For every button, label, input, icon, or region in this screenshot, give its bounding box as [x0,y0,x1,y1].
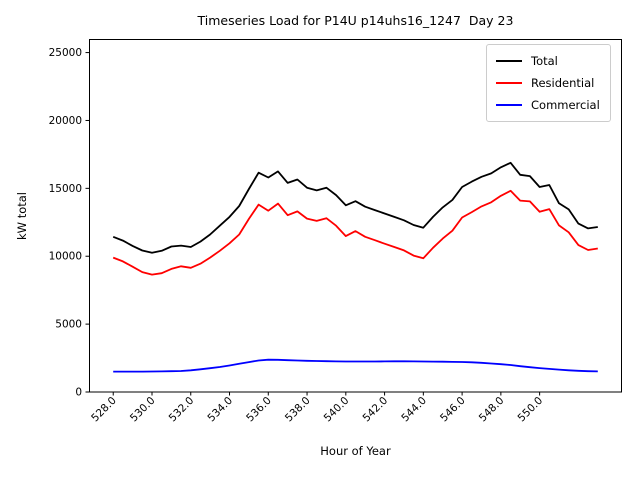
x-tick-label: 542.0 [360,395,390,425]
residential-line [112,189,598,276]
x-axis-label: Hour of Year [320,444,391,458]
y-tick-label: 25000 [49,47,82,59]
legend-label-residential: Residential [531,76,595,90]
y-tick-label: 20000 [49,115,82,127]
residential-line-swatch [496,82,522,84]
x-tick-label: 530.0 [128,395,158,425]
y-tick-label: 5000 [55,319,82,331]
legend-item-total: Total [496,50,600,72]
legend-label-commercial: Commercial [531,98,600,112]
x-tick-label: 548.0 [477,395,507,425]
x-tick-label: 528.0 [89,395,119,425]
legend-item-commercial: Commercial [496,94,600,116]
x-tick-label: 538.0 [283,395,313,425]
total-line-swatch [496,60,522,62]
x-tick-label: 532.0 [167,395,197,425]
axes-frame [89,39,622,393]
x-tick-label: 534.0 [205,395,235,425]
legend-item-residential: Residential [496,72,600,94]
x-tick-label: 544.0 [399,395,429,425]
y-axis-label: kW total [15,192,29,240]
y-tick-label: 10000 [49,251,82,263]
commercial-line-swatch [496,104,522,106]
x-tick-label: 550.0 [516,395,546,425]
total-line [112,161,598,254]
legend-label-total: Total [531,54,558,68]
x-tick-label: 536.0 [244,395,274,425]
y-tick-label: 0 [75,387,82,399]
x-tick-label: 546.0 [438,395,468,425]
x-tick-label: 540.0 [322,395,352,425]
y-tick-label: 15000 [49,183,82,195]
page-title: Timeseries Load for P14U p14uhs16_1247 D… [197,13,514,28]
commercial-line [113,358,598,373]
legend: Total Residential Commercial [486,44,611,122]
